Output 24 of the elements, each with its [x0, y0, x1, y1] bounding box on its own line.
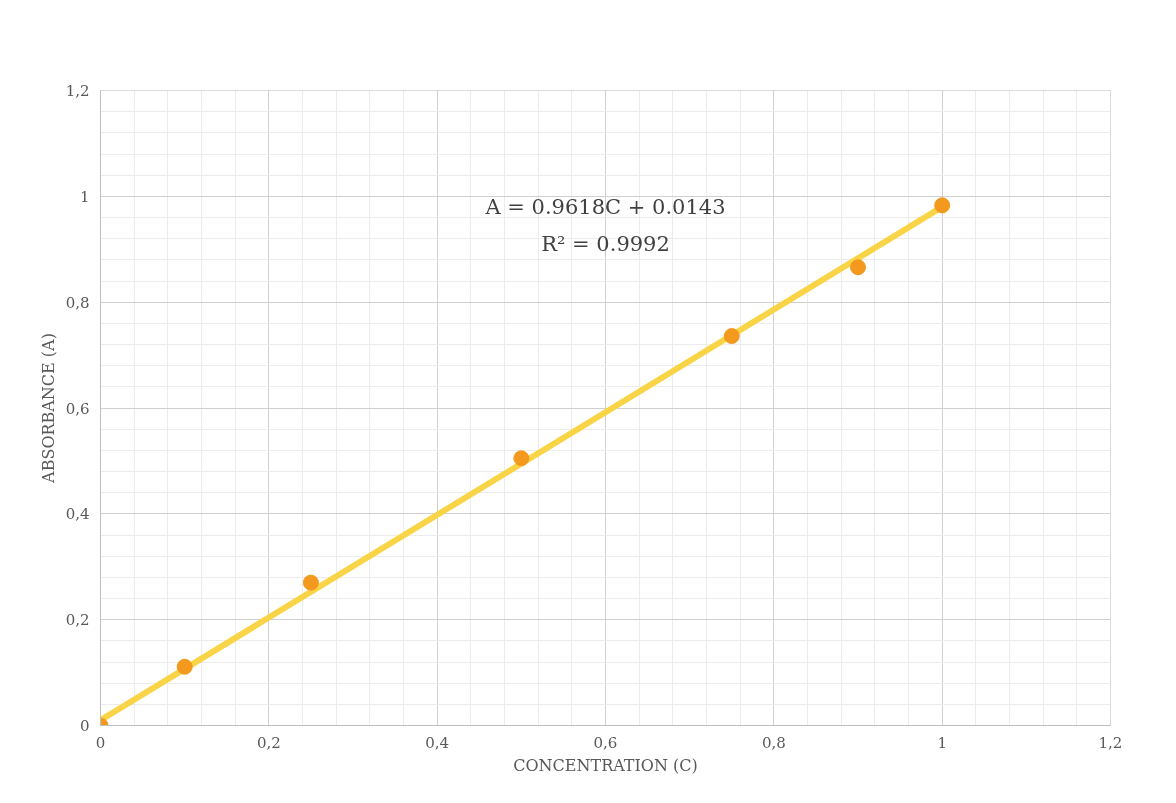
- y-tick-label: 1: [79, 187, 90, 206]
- annotation: R² = 0.9992: [541, 231, 670, 256]
- x-tick-label: 1,2: [1098, 733, 1123, 752]
- y-tick-label: 0,6: [65, 399, 90, 418]
- point: [302, 574, 319, 591]
- y-tick-label: 0,4: [65, 505, 90, 524]
- y-axis-title: ABSORBANCE (A): [38, 333, 58, 484]
- y-tick-label: 1,2: [65, 82, 90, 100]
- point: [176, 658, 193, 675]
- point: [934, 197, 951, 214]
- x-axis-title: CONCENTRATION (C): [513, 755, 698, 775]
- y-tick-label: 0: [79, 717, 90, 735]
- point: [850, 259, 866, 276]
- point: [513, 450, 530, 467]
- x-tick-label: 0,6: [593, 733, 618, 752]
- y-tick-label: 0,8: [65, 293, 90, 312]
- x-tick-label: 0,4: [425, 733, 450, 752]
- y-tick-label: 0,2: [65, 611, 90, 630]
- x-tick-label: 0,2: [256, 733, 281, 752]
- x-tick-label: 0,8: [761, 733, 786, 752]
- x-tick-label: 0: [95, 733, 106, 752]
- point: [723, 328, 740, 345]
- annotation: A = 0.9618C + 0.0143: [484, 194, 726, 219]
- x-tick-label: 1: [937, 733, 947, 752]
